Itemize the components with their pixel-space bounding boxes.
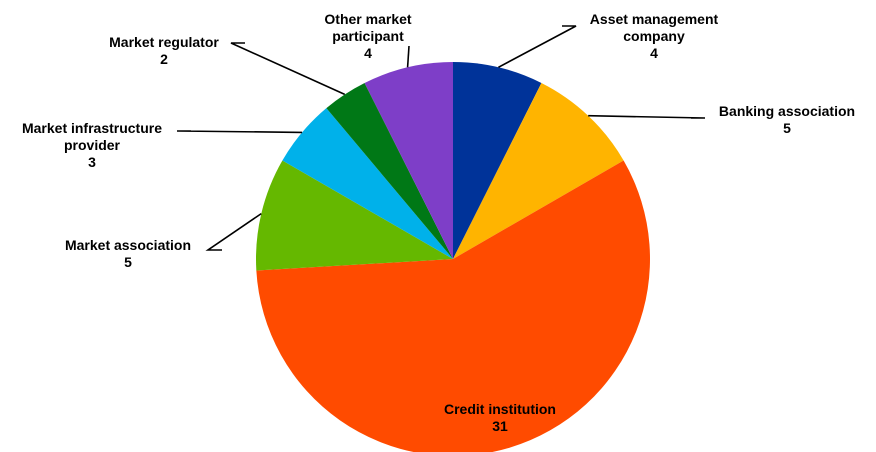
slice-value-market-infrastructure-provider: 3 — [88, 154, 96, 170]
slice-value-asset-management-company: 4 — [650, 45, 658, 61]
slice-market-regulator — [326, 82, 453, 259]
slice-label-other-market-participant: participant — [332, 28, 404, 44]
slice-value-market-regulator: 2 — [160, 51, 168, 67]
slice-value-other-market-participant: 4 — [364, 45, 372, 61]
slice-label-banking-association: Banking association — [719, 103, 855, 119]
leader-line-banking-association — [588, 114, 706, 119]
slice-banking-association — [453, 82, 624, 259]
slice-credit-institution — [256, 160, 650, 452]
slice-label-market-infrastructure-provider: Market infrastructure — [22, 120, 162, 136]
slice-label-asset-management-company: Asset management — [590, 11, 719, 27]
leader-line-market-association — [205, 212, 262, 251]
slice-asset-management-company — [453, 61, 542, 259]
slice-label-market-infrastructure-provider: provider — [64, 137, 121, 153]
slice-label-market-regulator: Market regulator — [109, 34, 219, 50]
slice-label-asset-management-company: company — [623, 28, 685, 44]
leader-line-market-infrastructure-provider — [176, 130, 303, 134]
leader-line-market-regulator — [230, 42, 346, 96]
slice-value-banking-association: 5 — [783, 120, 791, 136]
slice-market-association — [255, 160, 453, 271]
slice-market-infrastructure-provider — [282, 108, 453, 259]
leader-line-asset-management-company — [498, 25, 577, 69]
slice-value-credit-institution: 31 — [492, 418, 508, 434]
slice-label-credit-institution: Credit institution — [444, 401, 556, 417]
slice-other-market-participant — [364, 62, 453, 259]
slice-label-other-market-participant: Other market — [324, 11, 411, 27]
slice-label-market-association: Market association — [65, 237, 191, 253]
leader-line-other-market-participant — [406, 45, 410, 68]
pie-slices — [255, 61, 650, 452]
slice-value-market-association: 5 — [124, 254, 132, 270]
